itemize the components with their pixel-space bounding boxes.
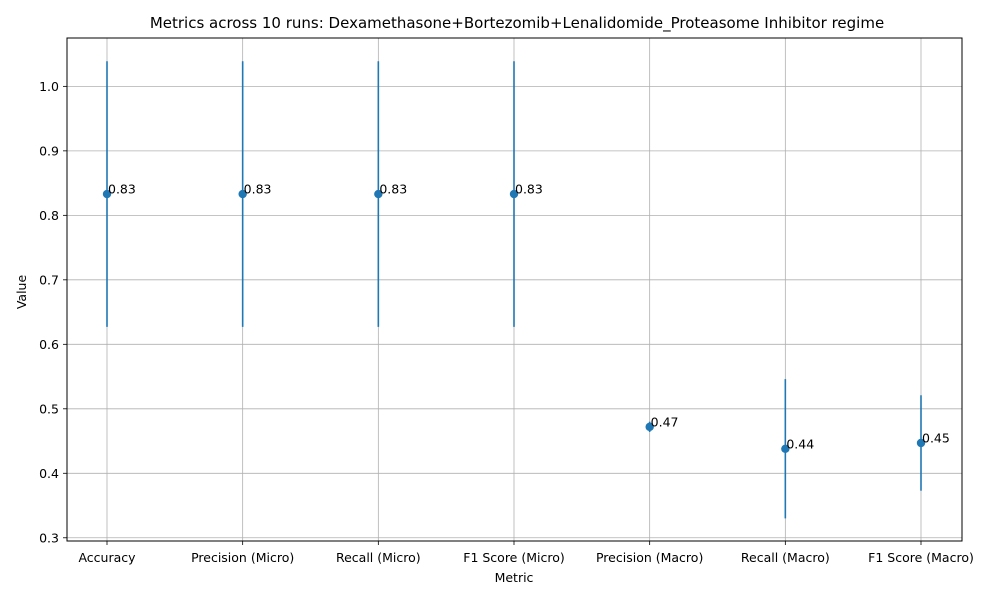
y-tick-label: 0.5 xyxy=(39,401,59,416)
x-tick-label: Accuracy xyxy=(78,550,136,565)
y-tick-label: 0.3 xyxy=(39,530,59,545)
x-tick-label: Precision (Macro) xyxy=(596,550,703,565)
data-label: 0.44 xyxy=(786,436,814,451)
x-tick-label: F1 Score (Micro) xyxy=(463,550,565,565)
x-axis-label: Metric xyxy=(495,570,534,585)
y-tick-label: 0.9 xyxy=(39,143,59,158)
data-point xyxy=(374,189,383,199)
x-tick-label: Recall (Micro) xyxy=(336,550,421,565)
data-point xyxy=(916,438,926,448)
data-label: 0.45 xyxy=(922,430,950,445)
chart-title: Metrics across 10 runs: Dexamethasone+Bo… xyxy=(150,14,884,33)
x-axis-ticks: Accuracy Precision (Micro) Recall (Micro) F… xyxy=(78,541,974,565)
x-tick-label: Recall (Macro) xyxy=(741,550,830,565)
y-axis-label: Value xyxy=(14,275,29,310)
y-tick-label: 0.8 xyxy=(39,208,59,223)
data-label: 0.47 xyxy=(651,414,679,429)
data-point xyxy=(645,422,654,432)
y-axis-ticks: 0.3 0.4 0.5 0.6 0.7 0.8 0.9 1.0 xyxy=(39,79,67,545)
plot-frame xyxy=(66,37,963,542)
data-label: 0.83 xyxy=(108,182,136,197)
y-tick-label: 1.0 xyxy=(39,79,59,94)
data-point xyxy=(509,189,519,199)
data-label: 0.83 xyxy=(244,182,272,197)
x-tick-label: Precision (Micro) xyxy=(191,550,294,565)
y-tick-label: 0.6 xyxy=(39,337,59,352)
data-point xyxy=(781,444,790,453)
data-label: 0.83 xyxy=(379,182,407,197)
data-point xyxy=(238,189,247,199)
x-tick-label: F1 Score (Macro) xyxy=(868,550,974,565)
data-point xyxy=(102,189,112,199)
y-tick-label: 0.4 xyxy=(39,466,59,481)
y-tick-label: 0.7 xyxy=(39,272,59,287)
data-labels: 0.83 0.83 0.83 0.83 0.47 0.44 0.45 xyxy=(108,182,950,452)
data-label: 0.83 xyxy=(515,182,543,197)
data-points xyxy=(102,189,926,453)
